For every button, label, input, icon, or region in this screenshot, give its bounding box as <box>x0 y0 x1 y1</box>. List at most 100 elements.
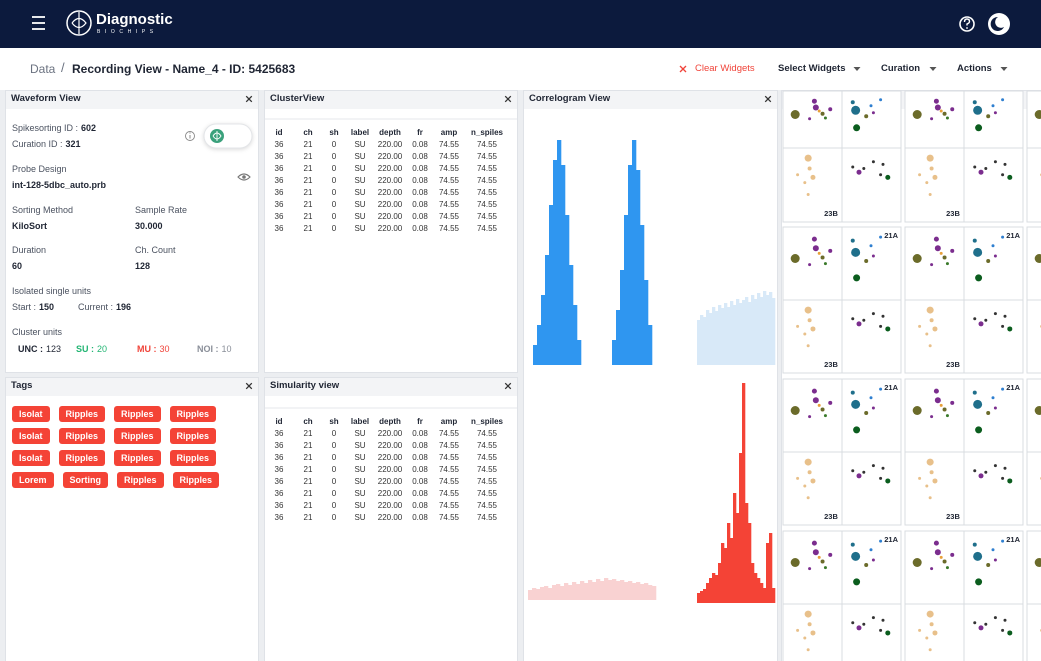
similarity-view-panel <box>264 377 518 661</box>
panel-title: ClusterView <box>270 93 325 104</box>
field-value: KiloSort <box>12 221 47 231</box>
table-cell: 74.55 <box>476 465 498 474</box>
table-cell: SU <box>354 176 366 185</box>
tag-chip[interactable]: Ripples <box>114 406 161 422</box>
clear-widgets-button[interactable]: Clear Widgets <box>695 63 755 74</box>
select-widgets-button[interactable]: Select Widgets <box>778 63 846 74</box>
table-cell: 36 <box>274 152 284 161</box>
correlogram-panel <box>523 90 778 661</box>
tag-chip[interactable]: Ripples <box>58 406 106 422</box>
table-cell: 74.55 <box>438 200 460 209</box>
tag-chip[interactable]: Ripples <box>172 472 220 488</box>
table-cell: 21 <box>303 429 313 438</box>
cluster-unit-value: 20 <box>97 344 108 354</box>
brand-subtitle: BIOCHIPS <box>97 29 158 35</box>
table-cell: 21 <box>303 176 313 185</box>
curation-button[interactable]: Curation <box>881 63 921 74</box>
table-cell: 220.00 <box>377 176 403 185</box>
table-cell: 0.08 <box>412 489 428 498</box>
actions-button[interactable]: Actions <box>957 63 992 74</box>
table-cell: 74.55 <box>438 140 460 149</box>
panel-header <box>524 91 777 109</box>
tag-chip[interactable]: Ripples <box>169 406 217 422</box>
table-cell: 0 <box>331 429 337 438</box>
cluster-unit-value: 123 <box>46 344 62 354</box>
table-cell: 21 <box>303 513 313 522</box>
table-cell: 0 <box>331 140 337 149</box>
table-header-cell: sh <box>329 128 339 137</box>
tag-chip[interactable]: Lorem <box>12 472 54 488</box>
tag-chip[interactable]: Isolat <box>12 428 50 444</box>
field-value: 128 <box>135 261 151 271</box>
tag-chip[interactable]: Ripples <box>114 450 161 466</box>
tag-chip[interactable]: Ripples <box>58 450 106 466</box>
breadcrumb-current: Recording View - Name_4 - ID: 5425683 <box>72 62 296 76</box>
tag-chip[interactable]: Ripples <box>58 428 106 444</box>
cluster-unit-value: 30 <box>159 344 170 354</box>
table-cell: 74.55 <box>476 140 498 149</box>
table-header-cell: label <box>350 417 370 426</box>
brand-name: Diagnostic <box>96 11 173 28</box>
table-cell: 0.08 <box>412 477 428 486</box>
cluster-unit-value: 10 <box>221 344 232 354</box>
tag-chip[interactable]: Ripples <box>169 428 217 444</box>
tag-chip[interactable]: Isolat <box>12 406 50 422</box>
table-cell: 74.55 <box>438 513 460 522</box>
table-header-cell: amp <box>440 128 458 137</box>
table-cell: 0.08 <box>412 188 428 197</box>
table-cell: 36 <box>274 164 284 173</box>
table-cell: 0 <box>331 224 337 233</box>
tag-chip[interactable]: Ripples <box>169 450 217 466</box>
table-cell: 21 <box>303 188 313 197</box>
tag-chip[interactable]: Ripples <box>114 428 161 444</box>
table-cell: 36 <box>274 441 284 450</box>
table-cell: 36 <box>274 477 284 486</box>
table-cell: SU <box>354 152 366 161</box>
table-cell: 220.00 <box>377 465 403 474</box>
table-cell: 74.55 <box>476 188 498 197</box>
breadcrumb-root[interactable]: Data <box>30 62 56 76</box>
table-cell: 0 <box>331 477 337 486</box>
table-cell: 0.08 <box>412 441 428 450</box>
table-cell: 36 <box>274 513 284 522</box>
tag-chip[interactable]: Ripples <box>117 472 164 488</box>
table-cell: 36 <box>274 453 284 462</box>
table-cell: 74.55 <box>476 513 498 522</box>
table-header-cell: depth <box>379 417 401 426</box>
table-cell: 220.00 <box>377 200 403 209</box>
field-label: Ch. Count <box>135 245 176 255</box>
table-cell: 74.55 <box>476 489 498 498</box>
table-cell: 74.55 <box>476 152 498 161</box>
field-label: Isolated single units <box>12 286 92 296</box>
table-cell: 36 <box>274 200 284 209</box>
tag-chip[interactable]: Isolat <box>12 450 50 466</box>
table-cell: SU <box>354 164 366 173</box>
toggle-label[interactable]: OFF <box>228 131 246 141</box>
table-cell: 36 <box>274 489 284 498</box>
table-cell: 74.55 <box>438 501 460 510</box>
field-value: 150 <box>39 302 55 312</box>
table-header-cell: ch <box>303 128 313 137</box>
table-cell: 74.55 <box>438 477 460 486</box>
table-cell: 220.00 <box>377 477 403 486</box>
table-cell: 220.00 <box>377 501 403 510</box>
table-cell: 0.08 <box>412 152 428 161</box>
table-cell: 74.55 <box>438 441 460 450</box>
cluster-unit-label: UNC : <box>18 344 43 354</box>
table-cell: 74.55 <box>438 152 460 161</box>
field-value: 30.000 <box>135 221 163 231</box>
table-header-cell: ch <box>303 417 313 426</box>
table-cell: 21 <box>303 200 313 209</box>
cluster-unit-label: MU : <box>137 344 157 354</box>
table-cell: 36 <box>274 429 284 438</box>
table-cell: 220.00 <box>377 224 403 233</box>
table-cell: SU <box>354 453 366 462</box>
tag-chip[interactable]: Sorting <box>62 472 109 488</box>
table-cell: 74.55 <box>476 224 498 233</box>
field-label: Start : <box>12 302 37 312</box>
table-cell: 0 <box>331 176 337 185</box>
table-cell: 220.00 <box>377 453 403 462</box>
table-cell: 74.55 <box>438 453 460 462</box>
table-header-cell: id <box>275 417 283 426</box>
